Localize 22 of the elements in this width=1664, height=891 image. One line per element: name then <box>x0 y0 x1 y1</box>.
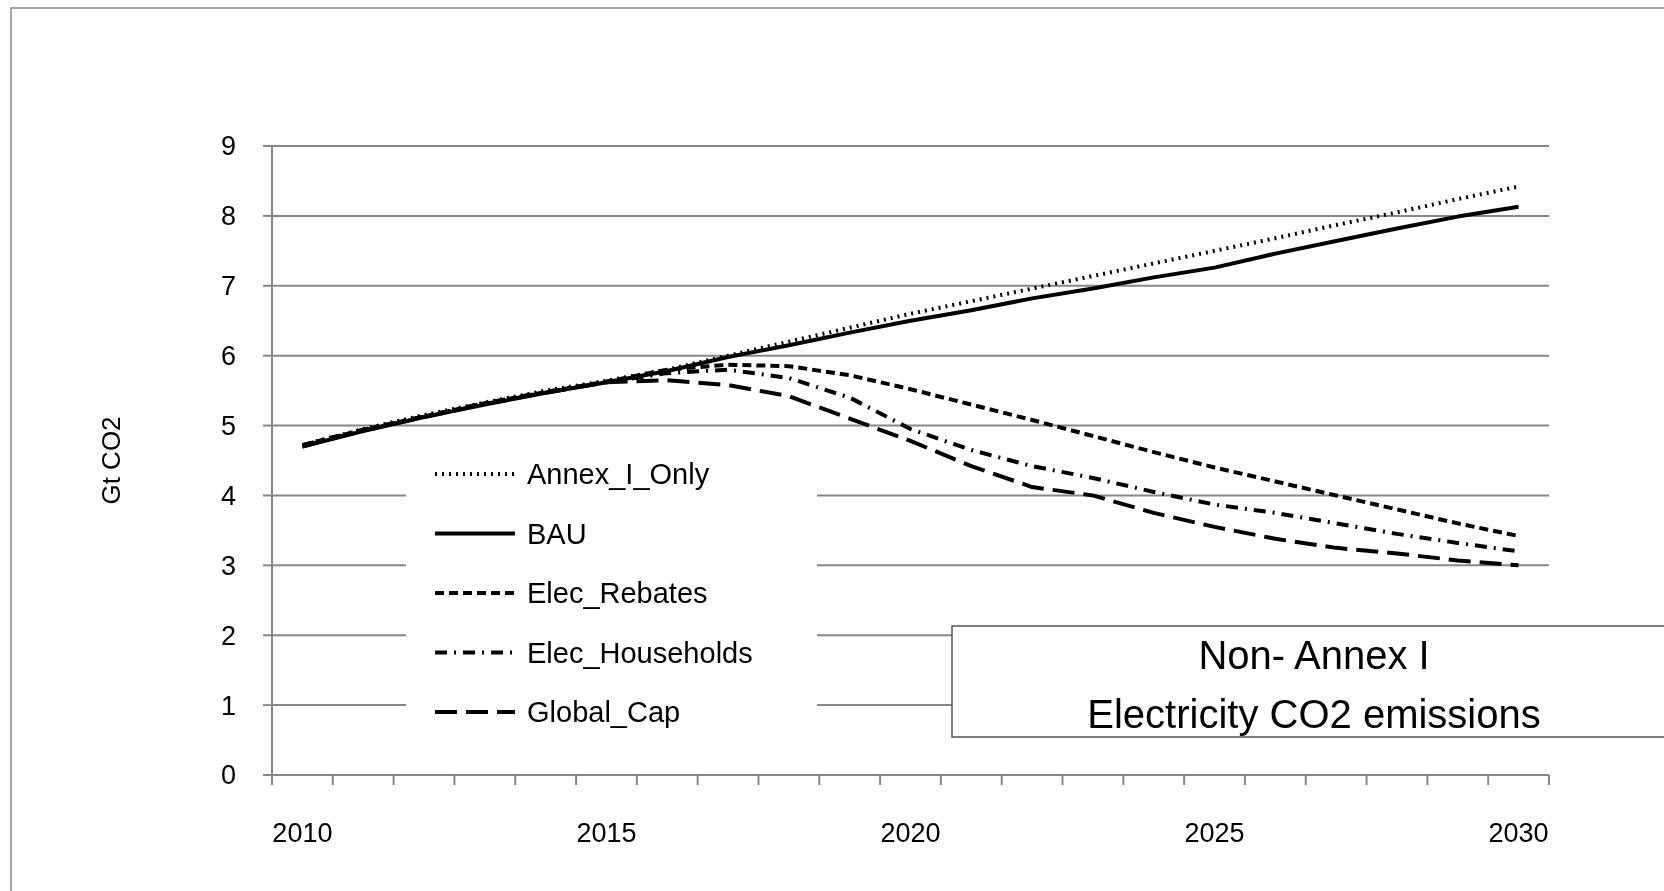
y-tick-label: 1 <box>220 690 236 721</box>
y-tick-label: 3 <box>220 550 236 581</box>
legend-label: Global_Cap <box>527 696 681 729</box>
x-tick-label: 2025 <box>1184 818 1245 849</box>
y-tick-label: 9 <box>220 131 236 162</box>
y-tick-label: 0 <box>220 760 236 791</box>
text: Non- Annex I Electricity CO2 emissions <box>1087 633 1541 736</box>
legend-label: Elec_Households <box>527 636 753 669</box>
x-tick-label: 2020 <box>880 818 941 849</box>
y-tick-label: 8 <box>220 201 236 232</box>
legend-label: BAU <box>527 517 587 550</box>
y-tick-label: 4 <box>220 480 236 511</box>
y-tick-label: 6 <box>220 341 236 372</box>
y-tick-label: 5 <box>220 411 236 442</box>
y-axis-title: Gt CO2 <box>96 416 127 505</box>
x-tick-label: 2030 <box>1488 818 1549 849</box>
legend-label: Annex_I_Only <box>527 458 710 491</box>
x-tick-label: 2010 <box>272 818 333 849</box>
x-tick-label: 2015 <box>576 818 637 849</box>
legend-label: Elec_Rebates <box>527 577 708 610</box>
y-tick-label: 2 <box>220 620 236 651</box>
y-tick-label: 7 <box>220 271 236 302</box>
